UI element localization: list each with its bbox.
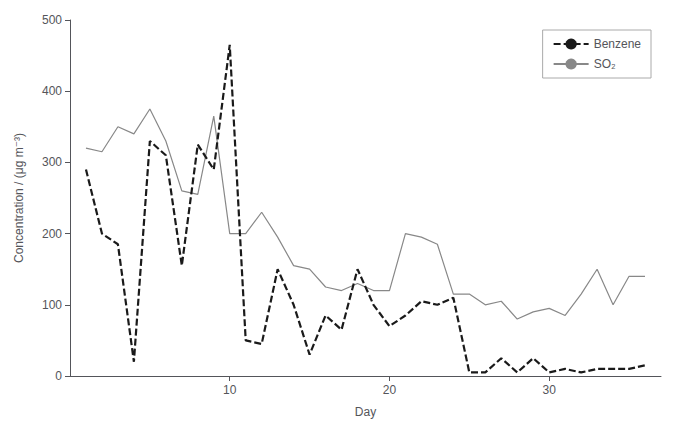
svg-text:SO₂: SO₂ <box>594 57 616 71</box>
svg-text:10: 10 <box>223 383 237 397</box>
svg-text:20: 20 <box>383 383 397 397</box>
svg-text:400: 400 <box>42 84 62 98</box>
svg-text:30: 30 <box>543 383 557 397</box>
svg-text:300: 300 <box>42 155 62 169</box>
svg-text:Day: Day <box>355 405 376 419</box>
svg-text:200: 200 <box>42 227 62 241</box>
svg-text:100: 100 <box>42 298 62 312</box>
svg-text:Benzene: Benzene <box>594 37 642 51</box>
svg-text:500: 500 <box>42 13 62 27</box>
svg-text:0: 0 <box>55 369 62 383</box>
svg-text:Concentration / (μg m⁻³): Concentration / (μg m⁻³) <box>12 133 26 263</box>
